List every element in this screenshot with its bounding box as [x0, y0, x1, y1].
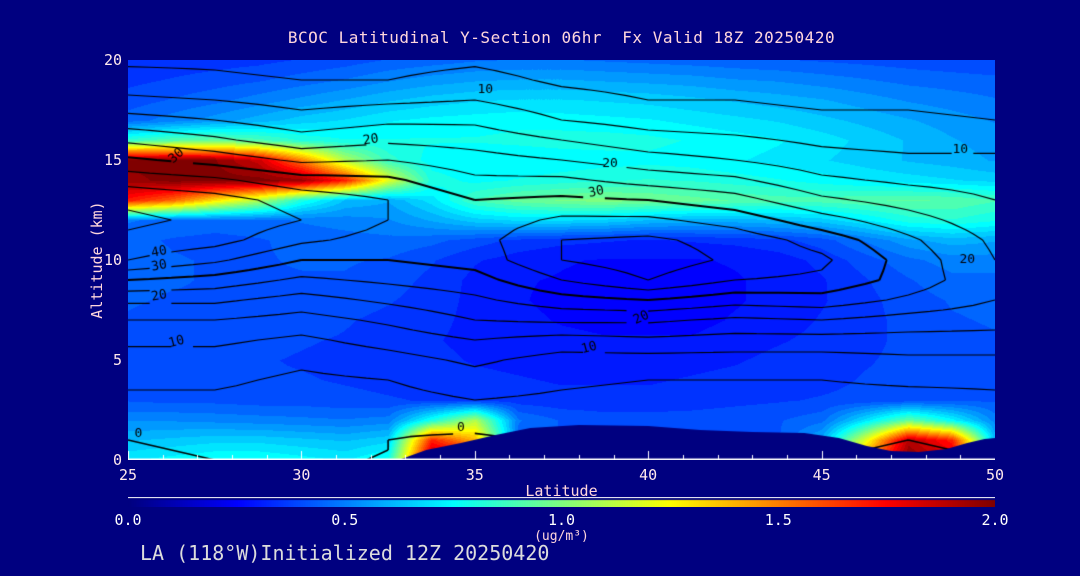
plot-area	[128, 60, 995, 460]
x-axis-title: Latitude	[525, 482, 598, 500]
y-tick-label: 5	[112, 351, 122, 369]
x-tick-label: 45	[812, 466, 831, 484]
footer-initialization-text: LA (118°W)Initialized 12Z 20250420	[140, 541, 550, 565]
colorbar-tick-label: 0.0	[114, 511, 142, 529]
x-tick-label: 30	[292, 466, 311, 484]
x-tick-label: 35	[465, 466, 484, 484]
chart-title: BCOC Latitudinal Y-Section 06hr Fx Valid…	[287, 28, 836, 47]
colorbar-tick-label: 1.0	[547, 511, 576, 529]
colorbar-tick-label: 2.0	[981, 511, 1009, 529]
x-tick-label: 40	[639, 466, 658, 484]
x-tick-label: 25	[118, 466, 138, 484]
colorbar	[128, 497, 995, 507]
y-tick-label: 15	[103, 151, 122, 169]
y-tick-label: 20	[103, 51, 122, 69]
colorbar-tick-label: 1.5	[764, 511, 792, 529]
colorbar-units: (ug/m³)	[534, 529, 589, 544]
y-tick-label: 0	[112, 451, 122, 469]
colorbar-tick-label: 0.5	[331, 511, 359, 529]
contour-section-canvas	[128, 60, 995, 460]
y-tick-label: 10	[103, 251, 122, 269]
x-tick-label: 50	[985, 466, 1005, 484]
